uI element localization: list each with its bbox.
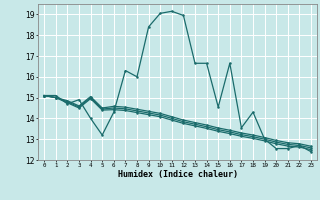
X-axis label: Humidex (Indice chaleur): Humidex (Indice chaleur) bbox=[118, 170, 238, 179]
